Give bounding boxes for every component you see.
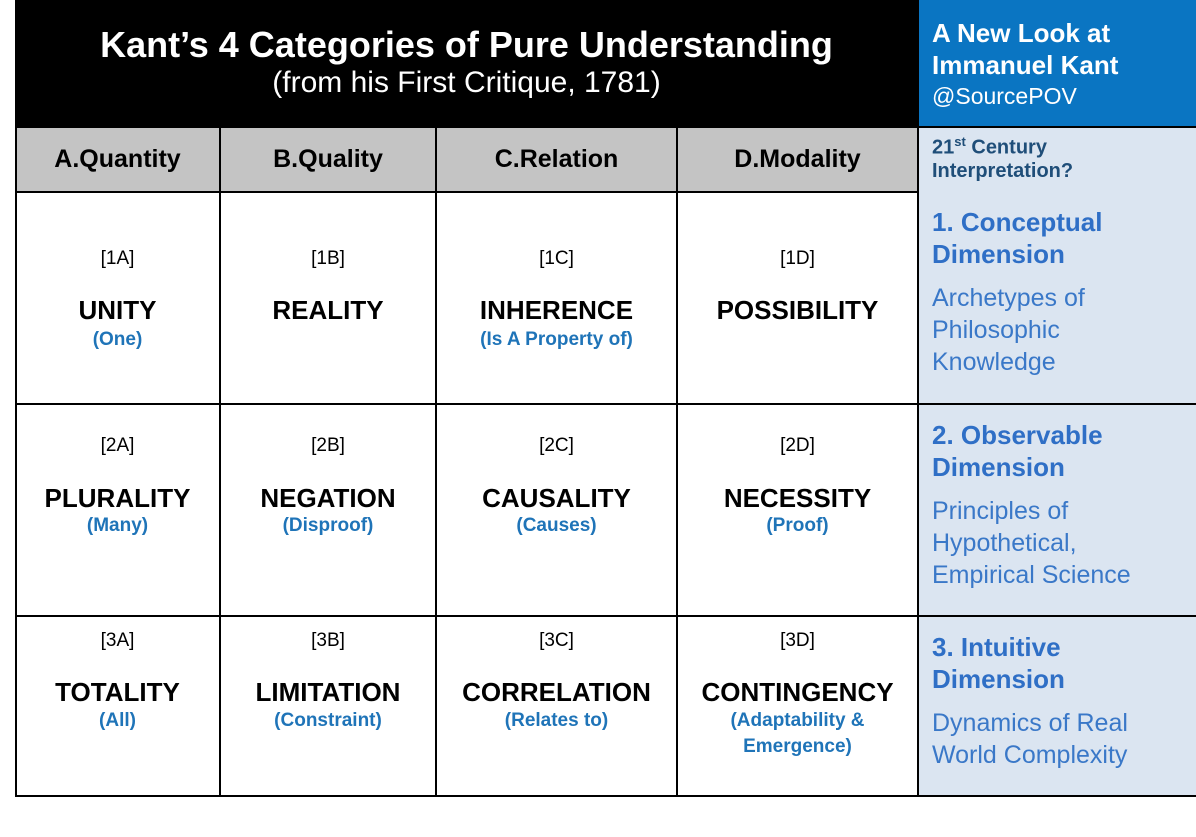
grid-line-v: [219, 127, 221, 797]
dimension-title: 2. Observable Dimension: [932, 420, 1103, 482]
cell-1a: [1A] UNITY (One): [15, 192, 220, 404]
cell-code: [1A]: [100, 248, 135, 269]
cell-2c: [2C] CAUSALITY (Causes): [436, 405, 677, 615]
cell-gloss: (Constraint): [274, 710, 382, 731]
cell-2a: [2A] PLURALITY (Many): [15, 405, 220, 615]
cell-gloss: (Relates to): [504, 710, 609, 731]
grid-line-v: [917, 0, 919, 797]
side-column-line1: 21st Century: [932, 134, 1047, 159]
dimension-title: 3. Intuitive Dimension: [932, 632, 1065, 694]
cell-3b: [3B] LIMITATION (Constraint): [220, 617, 436, 795]
side-header-handle: @SourcePOV: [932, 83, 1077, 109]
cell-term: POSSIBILITY: [716, 295, 879, 325]
cell-code: [1C]: [539, 248, 574, 269]
dimension-description: Principles of Hypothetical, Empirical Scie…: [932, 497, 1131, 589]
cell-3a: [3A] TOTALITY (All): [15, 617, 220, 795]
cell-gloss: (Is A Property of): [480, 329, 633, 350]
dimension-title: 1. Conceptual Dimension: [932, 207, 1103, 269]
cell-gloss-line2: Emergence): [743, 736, 852, 757]
cell-code: [1D]: [780, 248, 815, 269]
cell-code: [3D]: [780, 630, 815, 651]
cell-gloss: (Causes): [516, 515, 597, 536]
cell-term: TOTALITY: [55, 677, 180, 707]
column-label: D.Modality: [734, 145, 861, 173]
cell-code: [3C]: [539, 630, 574, 651]
cell-2b: [2B] NEGATION (Disproof): [220, 405, 436, 615]
side-header-line1: A New Look at: [932, 18, 1111, 48]
grid-line-h: [15, 191, 918, 193]
cell-1d: [1D] POSSIBILITY: [677, 192, 918, 404]
cell-gloss: (Adaptability &: [730, 710, 865, 731]
cell-term: PLURALITY: [44, 483, 191, 513]
side-column-header: 21st Century Interpretation?: [918, 127, 1196, 192]
cell-code: [2B]: [311, 435, 345, 456]
cell-code: [2C]: [539, 435, 574, 456]
cell-2d: [2D] NECESSITY (Proof): [677, 405, 918, 615]
page-title: Kant’s 4 Categories of Pure Understandin…: [100, 24, 833, 65]
side-panel-observable: 2. Observable Dimension Principles of Hypo…: [918, 405, 1196, 615]
column-label: B.Quality: [273, 145, 383, 173]
page-subtitle: (from his First Critique, 1781): [272, 66, 661, 99]
column-label: A.Quantity: [54, 145, 181, 173]
grid-line-h: [15, 615, 1196, 617]
cell-code: [3B]: [311, 630, 345, 651]
cell-gloss: (One): [92, 329, 143, 350]
side-column-line2: Interpretation?: [932, 160, 1074, 182]
cell-term: CONTINGENCY: [701, 677, 894, 707]
grid-line-v: [15, 0, 17, 797]
cell-gloss: (All): [99, 710, 136, 731]
column-header-relation: C.Relation: [436, 127, 677, 192]
cell-gloss: (Disproof): [282, 515, 374, 536]
grid-line-h: [15, 126, 1196, 128]
side-panel-conceptual: 1. Conceptual Dimension Archetypes of Phil…: [918, 192, 1196, 404]
cell-code: [3A]: [100, 630, 135, 651]
cell-code: [2A]: [100, 435, 135, 456]
cell-code: [2D]: [780, 435, 815, 456]
column-header-quality: B.Quality: [220, 127, 436, 192]
grid-line-h: [15, 403, 1196, 405]
cell-term: NEGATION: [260, 483, 396, 513]
grid-line-h: [15, 795, 1196, 797]
cell-gloss: (Many): [86, 515, 149, 536]
cell-term: NECESSITY: [723, 483, 872, 513]
side-header: A New Look at Immanuel Kant @SourcePOV: [918, 0, 1196, 127]
cell-term: UNITY: [78, 295, 157, 325]
side-header-line2: Immanuel Kant: [932, 50, 1119, 80]
dimension-description: Archetypes of Philosophic Knowledge: [932, 284, 1085, 376]
grid-line-v: [676, 127, 678, 797]
side-panel-intuitive: 3. Intuitive Dimension Dynamics of Real Wo…: [918, 617, 1196, 795]
title-header: Kant’s 4 Categories of Pure Understandin…: [15, 0, 918, 127]
cell-1c: [1C] INHERENCE (Is A Property of): [436, 192, 677, 404]
cell-term: CORRELATION: [462, 677, 651, 707]
cell-3c: [3C] CORRELATION (Relates to): [436, 617, 677, 795]
column-header-modality: D.Modality: [677, 127, 918, 192]
cell-term: CAUSALITY: [482, 483, 631, 513]
grid-line-v: [435, 127, 437, 797]
cell-term: REALITY: [272, 295, 384, 325]
cell-term: LIMITATION: [255, 677, 401, 707]
column-label: C.Relation: [494, 145, 619, 173]
dimension-description: Dynamics of Real World Complexity: [932, 709, 1128, 769]
cell-term: INHERENCE: [479, 295, 634, 325]
cell-3d: [3D] CONTINGENCY (Adaptability & Emergen…: [677, 617, 918, 795]
cell-1b: [1B] REALITY: [220, 192, 436, 404]
cell-code: [1B]: [311, 248, 345, 269]
column-header-quantity: A.Quantity: [15, 127, 220, 192]
cell-gloss: (Proof): [766, 515, 829, 536]
